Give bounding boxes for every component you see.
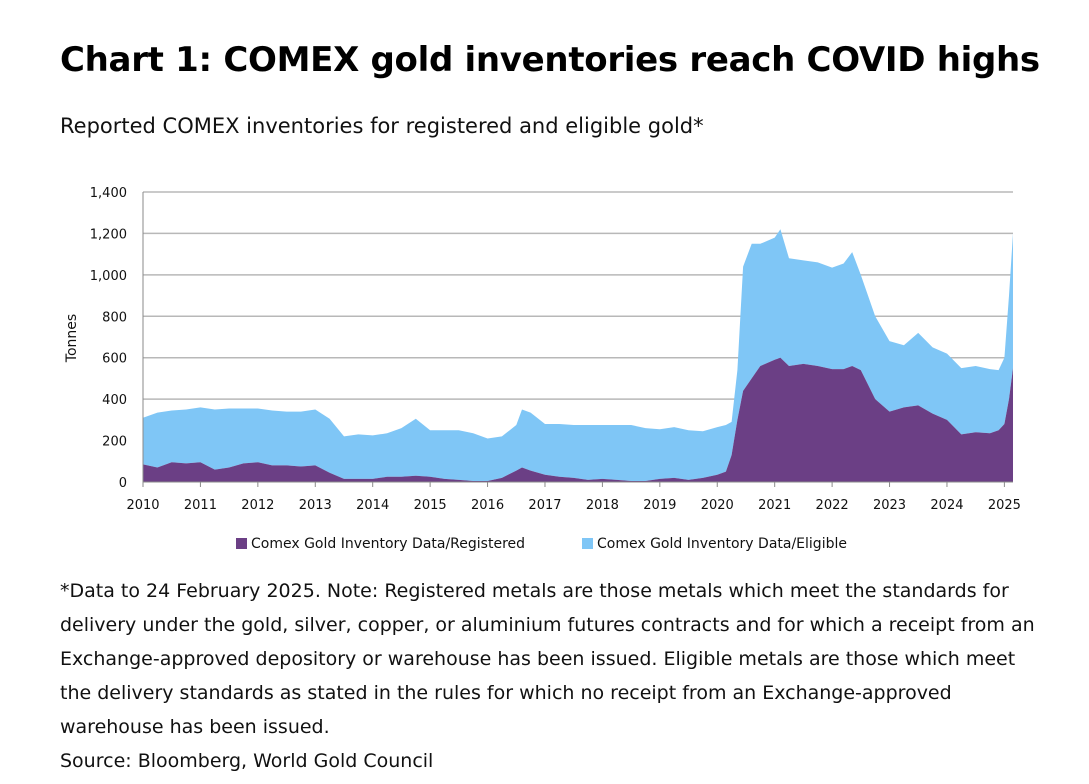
y-tick-label: 0 [119, 476, 127, 491]
footnote-text: *Data to 24 February 2025. Note: Registe… [60, 580, 1035, 738]
y-tick-label: 800 [102, 310, 127, 325]
footnote: *Data to 24 February 2025. Note: Registe… [60, 574, 1050, 778]
x-tick-label: 2013 [299, 498, 332, 513]
x-tick-label: 2022 [816, 498, 849, 513]
x-tick-label: 2025 [988, 498, 1021, 513]
x-tick-label: 2014 [356, 498, 389, 513]
legend-swatch-registered [236, 538, 247, 549]
page-title: Chart 1: COMEX gold inventories reach CO… [60, 40, 1040, 80]
x-tick-label: 2018 [586, 498, 619, 513]
y-tick-label: 400 [102, 393, 127, 408]
y-tick-label: 1,000 [90, 269, 127, 284]
x-tick-label: 2012 [241, 498, 274, 513]
legend: Comex Gold Inventory Data/Registered Com… [236, 536, 847, 552]
axes [142, 192, 1013, 487]
y-tick-label: 600 [102, 352, 127, 367]
area-registered [143, 357, 1013, 482]
legend-label-eligible: Comex Gold Inventory Data/Eligible [597, 536, 847, 552]
x-tick-label: 2021 [758, 498, 791, 513]
x-tick-label: 2016 [471, 498, 504, 513]
chart-subtitle: Reported COMEX inventories for registere… [60, 114, 704, 138]
x-tick-label: 2019 [643, 498, 676, 513]
grid-lines [143, 191, 1013, 442]
inventory-area-chart: 0 200 400 600 800 1,000 1,200 1,400 2010 2011 2012… [64, 186, 1021, 552]
y-tick-label: 1,200 [90, 227, 127, 242]
x-tick-label: 2024 [930, 498, 963, 513]
legend-swatch-eligible [582, 538, 593, 549]
x-tick-label: 2015 [414, 498, 447, 513]
x-tick-label: 2017 [528, 498, 561, 513]
area-eligible [143, 229, 1013, 481]
y-tick-label: 200 [102, 435, 127, 450]
source-text: Source: Bloomberg, World Gold Council [60, 750, 434, 772]
area-series [143, 229, 1013, 482]
x-tick-label: 2023 [873, 498, 906, 513]
x-tick-label: 2010 [126, 498, 159, 513]
y-axis-label: Tonnes [64, 314, 80, 363]
x-tick-label: 2011 [184, 498, 217, 513]
tick-labels: 0 200 400 600 800 1,000 1,200 1,400 2010 2011 2012… [90, 186, 1021, 513]
x-tick-label: 2020 [701, 498, 734, 513]
legend-label-registered: Comex Gold Inventory Data/Registered [251, 536, 525, 552]
y-tick-label: 1,400 [90, 186, 127, 201]
